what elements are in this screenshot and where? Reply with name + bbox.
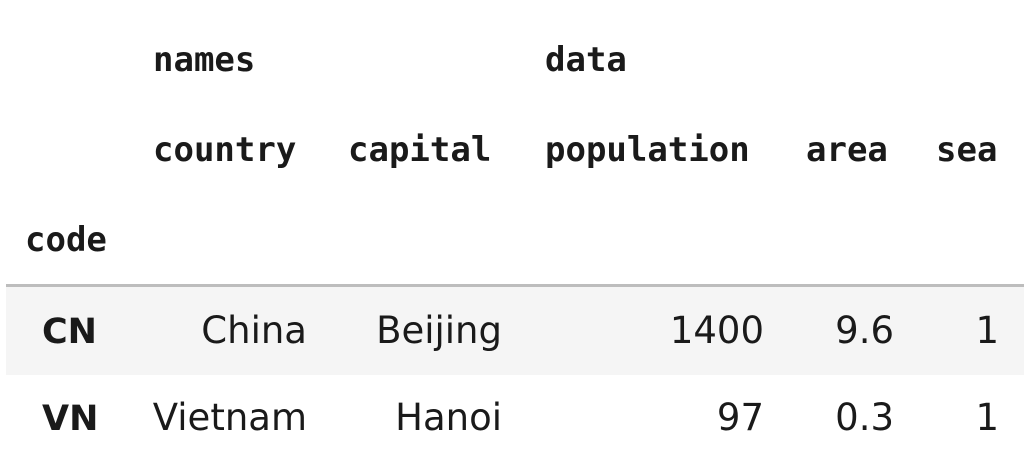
- cell-population: 97: [716, 396, 764, 439]
- cell-capital: Hanoi: [395, 396, 502, 439]
- column-header-country: country: [153, 130, 297, 170]
- cell-population: 1400: [669, 309, 764, 352]
- cell-sea: 1: [975, 396, 999, 439]
- column-header-sea: sea: [936, 130, 998, 170]
- column-header-area: area: [806, 130, 888, 170]
- cell-country: Vietnam: [152, 396, 307, 439]
- index-name-header: code: [25, 220, 107, 260]
- column-header-population: population: [545, 130, 750, 170]
- column-header-capital: capital: [348, 130, 492, 170]
- table-row: [6, 287, 1024, 375]
- cell-area: 9.6: [835, 309, 894, 352]
- row-index-label: VN: [42, 399, 99, 439]
- table-row: [6, 375, 1024, 460]
- cell-capital: Beijing: [376, 309, 502, 352]
- column-group-data: data: [545, 40, 627, 80]
- header-divider: [6, 284, 1024, 287]
- column-group-names: names: [153, 40, 256, 80]
- cell-country: China: [201, 309, 307, 352]
- row-index-label: CN: [42, 312, 97, 352]
- cell-sea: 1: [975, 309, 999, 352]
- cell-area: 0.3: [835, 396, 894, 439]
